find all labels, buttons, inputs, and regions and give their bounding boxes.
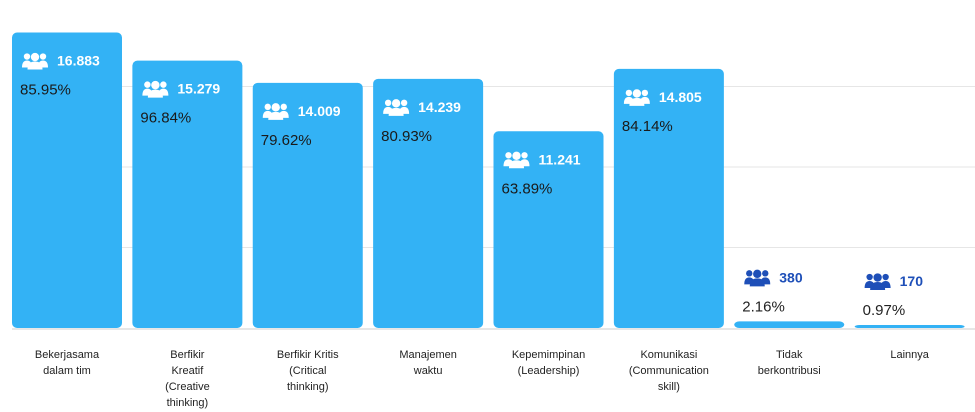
bar[interactable] xyxy=(12,32,122,329)
category-label: Lainnya xyxy=(890,349,929,361)
category-label: thinking) xyxy=(287,381,329,393)
category-label: Berfikir xyxy=(170,349,205,361)
bar[interactable] xyxy=(373,78,484,328)
category-label: Berfikir Kritis xyxy=(277,349,339,361)
data-labels: 16.883 85.95% 15.279 96.84% 14.009 79.62% 14.2… xyxy=(20,53,923,319)
bars xyxy=(12,32,965,329)
bar[interactable] xyxy=(252,82,363,328)
count-label: 16.883 xyxy=(57,53,100,69)
count-label: 380 xyxy=(779,269,803,285)
users-icon xyxy=(383,99,410,116)
bar[interactable] xyxy=(132,60,243,329)
category-label: (Communication xyxy=(629,365,709,377)
category-label: skill) xyxy=(658,381,680,393)
bar[interactable] xyxy=(613,68,724,328)
percent-label: 63.89% xyxy=(502,180,553,197)
category-label: Tidak xyxy=(776,349,803,361)
count-label: 15.279 xyxy=(177,81,220,97)
category-label: Manajemen xyxy=(399,349,456,361)
category-label: dalam tim xyxy=(43,365,91,377)
category-label: berkontribusi xyxy=(758,365,821,377)
category-labels: Bekerjasama dalam tim Berfikir Kreatif (Crea… xyxy=(35,349,930,409)
count-label: 14.239 xyxy=(418,99,461,115)
percent-label: 96.84% xyxy=(140,110,191,127)
users-icon xyxy=(503,151,530,169)
category-label: (Critical xyxy=(289,365,326,377)
count-label: 170 xyxy=(900,273,924,289)
category-label: (Leadership) xyxy=(518,365,580,377)
percent-label: 2.16% xyxy=(742,298,785,315)
bar[interactable] xyxy=(734,321,845,328)
percent-label: 79.62% xyxy=(261,132,312,149)
bar[interactable] xyxy=(854,325,965,328)
category-label: thinking) xyxy=(167,397,209,409)
users-icon xyxy=(623,89,650,106)
category-label: Komunikasi xyxy=(640,349,697,361)
bar[interactable] xyxy=(493,131,604,328)
users-icon xyxy=(142,80,169,98)
percent-label: 0.97% xyxy=(863,302,906,319)
count-label: 14.805 xyxy=(659,89,702,105)
users-icon xyxy=(864,273,891,291)
users-icon xyxy=(262,103,289,120)
users-icon xyxy=(22,52,48,70)
category-label: Bekerjasama xyxy=(35,349,100,361)
category-label: Kreatif xyxy=(171,365,204,377)
percent-label: 85.95% xyxy=(20,82,71,99)
category-label: Kepemimpinan xyxy=(512,349,585,361)
category-label: waktu xyxy=(413,365,443,377)
count-label: 11.241 xyxy=(539,151,581,167)
users-icon xyxy=(744,269,771,287)
count-label: 14.009 xyxy=(298,103,341,119)
percent-label: 80.93% xyxy=(381,128,432,145)
percent-label: 84.14% xyxy=(622,118,673,135)
category-label: (Creative xyxy=(165,381,210,393)
